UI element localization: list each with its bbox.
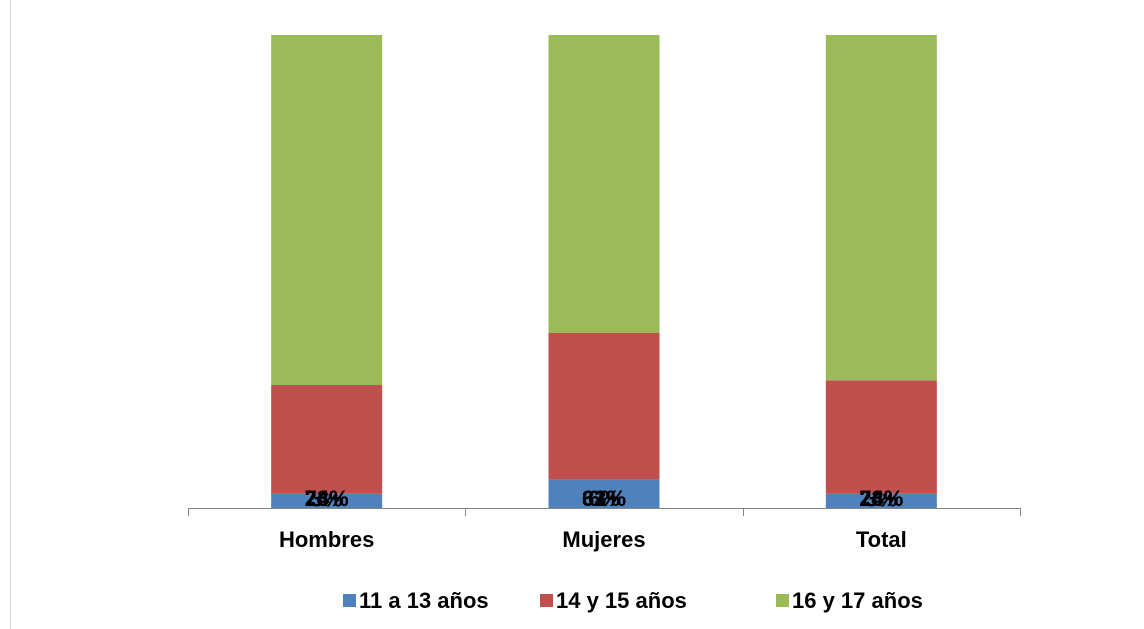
bar-segment	[548, 479, 660, 508]
legend-swatch	[343, 594, 356, 607]
legend-label: 16 y 17 años	[792, 588, 923, 613]
bar-segment	[271, 35, 383, 386]
legend-label: 14 y 15 años	[556, 588, 687, 613]
bar-segment	[271, 385, 383, 494]
bar-segment	[825, 493, 937, 508]
data-label: 24%	[859, 486, 903, 511]
legend-label: 11 a 13 años	[359, 588, 489, 613]
data-label: 74%	[305, 486, 349, 511]
x-tick-label: Total	[856, 527, 907, 552]
bar-segment	[825, 380, 937, 494]
x-tick-label: Mujeres	[562, 527, 645, 552]
data-label: 63%	[582, 486, 626, 511]
data-label: 73%	[859, 486, 903, 511]
x-tick-label: Hombres	[279, 527, 374, 552]
data-label: 23%	[305, 486, 349, 511]
bar-segment	[548, 332, 660, 480]
legend-swatch	[776, 594, 789, 607]
bar-segment	[271, 493, 383, 508]
bar-segment	[548, 35, 660, 333]
legend-swatch	[540, 594, 553, 607]
data-label: 6%	[588, 486, 620, 511]
data-label: 31%	[582, 486, 626, 511]
bar-segment	[825, 35, 937, 381]
